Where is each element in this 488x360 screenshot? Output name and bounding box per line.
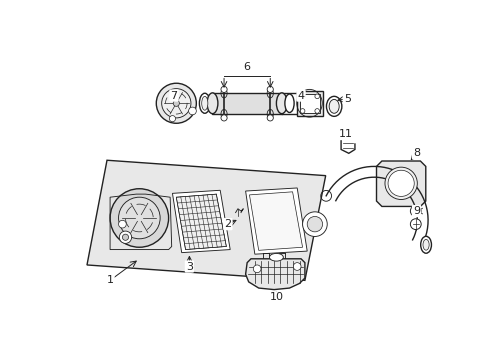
Circle shape [122,234,128,240]
Circle shape [293,263,301,270]
Ellipse shape [422,239,428,250]
Polygon shape [212,93,281,114]
Polygon shape [172,190,230,253]
Circle shape [156,83,196,123]
Ellipse shape [285,94,293,112]
Circle shape [266,115,273,121]
Circle shape [118,220,126,228]
Ellipse shape [326,96,341,116]
Ellipse shape [199,93,210,113]
Text: 6: 6 [243,62,250,72]
Polygon shape [341,137,354,153]
Text: 7: 7 [170,91,177,100]
Ellipse shape [269,253,283,261]
Circle shape [409,219,420,230]
Text: 3: 3 [185,261,192,271]
Text: 11: 11 [338,129,352,139]
Circle shape [110,189,168,247]
Circle shape [221,86,226,93]
Ellipse shape [384,167,416,199]
Polygon shape [87,160,325,280]
Polygon shape [245,259,305,289]
Circle shape [300,109,305,113]
Circle shape [302,212,326,237]
Text: 9: 9 [412,206,419,216]
Polygon shape [300,94,319,113]
Circle shape [314,94,319,99]
Circle shape [314,109,319,113]
Polygon shape [245,188,306,254]
Circle shape [118,197,160,239]
Circle shape [266,86,273,93]
Circle shape [188,107,196,115]
Circle shape [300,94,305,99]
Ellipse shape [387,170,413,197]
Text: 8: 8 [412,148,419,158]
Ellipse shape [202,96,207,110]
Circle shape [409,206,420,216]
Circle shape [221,115,226,121]
Text: 5: 5 [343,94,350,104]
Ellipse shape [328,99,339,113]
Text: 10: 10 [269,292,283,302]
Circle shape [173,100,179,106]
Text: 2: 2 [224,219,231,229]
Text: 1: 1 [106,275,113,285]
Polygon shape [376,161,425,206]
Circle shape [119,231,131,243]
Polygon shape [249,192,302,250]
Text: 4: 4 [297,91,304,100]
Circle shape [162,89,190,118]
Ellipse shape [207,93,218,114]
Circle shape [169,116,175,122]
Circle shape [253,265,261,273]
Polygon shape [297,91,322,116]
Ellipse shape [276,93,286,114]
Polygon shape [176,194,226,249]
Circle shape [306,216,322,232]
Ellipse shape [420,236,430,253]
